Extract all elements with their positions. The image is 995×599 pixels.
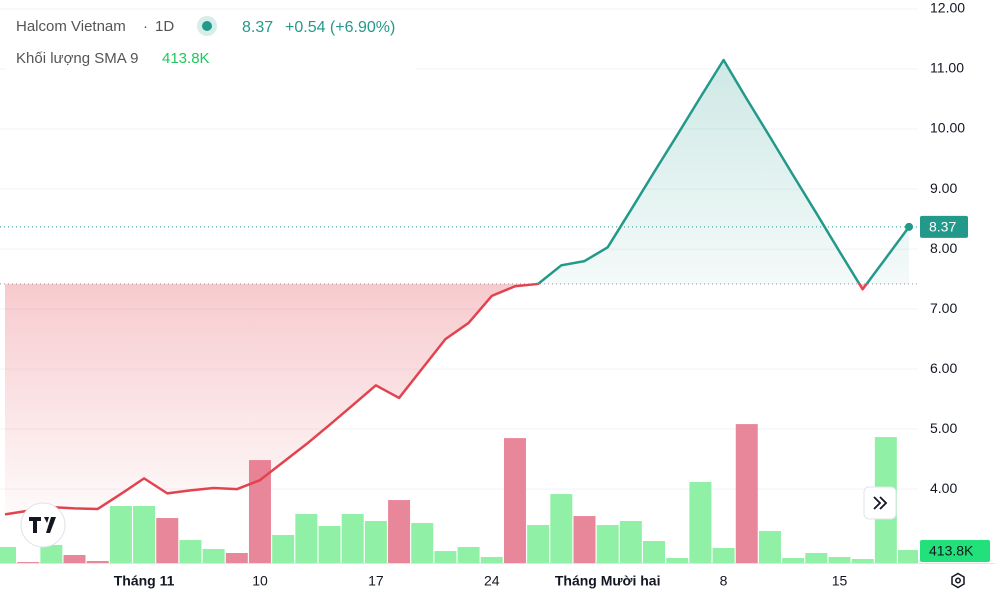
x-tick-label: Tháng Mười hai: [555, 573, 661, 589]
y-tick-label: 8.00: [930, 240, 957, 256]
last-price-label: 8.37: [929, 219, 956, 235]
last-price: 8.37: [242, 19, 273, 36]
volume-bar: [341, 514, 364, 563]
price-axis-bg: [918, 0, 995, 563]
last-point: [905, 222, 914, 231]
volume-bar: [480, 556, 503, 563]
legend-bg: [6, 10, 416, 72]
volume-bar: [596, 525, 619, 563]
volume-bar: [643, 541, 666, 563]
y-tick-label: 9.00: [930, 180, 957, 196]
volume-bar: [202, 549, 225, 563]
volume-bar: [86, 560, 109, 563]
volume-label-box: [920, 540, 990, 562]
volume-bar: [503, 438, 526, 563]
logo-bg[interactable]: [20, 502, 66, 548]
x-tick-label: 8: [720, 573, 728, 589]
volume-bar: [295, 514, 318, 563]
volume-bar: [619, 521, 642, 563]
volume-bar: [550, 494, 573, 563]
symbol-name: Halcom Vietnam: [16, 18, 126, 35]
volume-bar: [758, 531, 781, 563]
price-line-up: [526, 58, 911, 284]
price-change: +0.54 (+6.90%): [285, 19, 395, 36]
status-dot: [202, 21, 212, 31]
y-tick-label: 6.00: [930, 360, 957, 376]
settings-icon[interactable]: [951, 572, 965, 589]
volume-bar: [666, 558, 689, 563]
volume-bar: [851, 559, 874, 563]
x-tick-label: Tháng 11: [114, 573, 175, 589]
volume-bar: [898, 549, 921, 563]
scroll-icon[interactable]: [873, 496, 888, 510]
volume-bar: [318, 526, 341, 563]
volume-bar: [248, 460, 271, 563]
volume-bar: [0, 547, 16, 563]
y-tick-label: 4.00: [930, 480, 957, 496]
x-tick-label: 10: [252, 573, 268, 589]
volume-bar: [156, 518, 179, 563]
volume-bar: [109, 506, 132, 563]
price-line-down: [4, 283, 869, 516]
logo[interactable]: [29, 517, 56, 533]
volume-bar: [782, 558, 805, 563]
volume-bar: [805, 553, 828, 563]
volume-bar: [411, 523, 434, 563]
volume-label: 413.8K: [929, 543, 974, 559]
volume-bar: [40, 544, 63, 563]
volume-bar: [828, 556, 851, 563]
y-tick-label: 12.00: [930, 0, 965, 16]
volume-bar: [689, 482, 712, 563]
area-up: [538, 60, 910, 284]
volume-bar: [457, 547, 480, 563]
y-tick-label: 10.00: [930, 120, 965, 136]
volume-study-name: Khối lượng SMA 9: [16, 50, 138, 67]
volume-bar: [17, 562, 40, 563]
volume-study-value: 413.8K: [162, 50, 210, 67]
volume-bar: [712, 548, 735, 563]
settings-icon-center[interactable]: [955, 577, 961, 584]
y-tick-label: 11.00: [930, 60, 964, 76]
volume-bar: [179, 540, 202, 563]
last-price-box: [920, 215, 968, 238]
volume-bar: [434, 550, 457, 563]
volume-bar: [272, 535, 295, 563]
x-tick-label: 17: [368, 573, 384, 589]
volume-bar: [225, 553, 248, 563]
x-tick-label: 24: [484, 573, 500, 589]
volume-bar: [735, 424, 758, 563]
area-down: [5, 283, 910, 515]
volume-bar: [527, 525, 550, 563]
volume-bar: [133, 506, 156, 563]
y-tick-label: 5.00: [930, 420, 957, 436]
y-tick-label: 7.00: [930, 300, 957, 316]
volume-bar: [388, 500, 411, 563]
volume-bar: [573, 516, 596, 563]
volume-bar: [364, 521, 387, 563]
separator: ·: [143, 18, 148, 35]
x-tick-label: 15: [832, 573, 848, 589]
interval: 1D: [155, 18, 174, 35]
volume-bar: [63, 555, 86, 563]
